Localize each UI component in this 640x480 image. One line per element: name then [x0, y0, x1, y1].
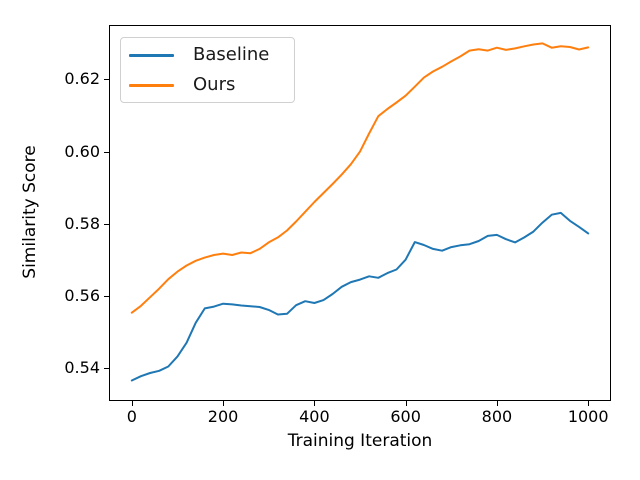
y-tick-label: 0.60	[64, 141, 100, 161]
y-axis-ticks	[104, 79, 110, 369]
legend: Baseline Ours	[120, 37, 295, 103]
x-tick-label: 1000	[567, 407, 609, 426]
x-axis-label: Training Iteration	[287, 431, 433, 451]
ours-swatch-line	[129, 83, 174, 87]
x-tick-label: 800	[481, 407, 513, 426]
ours-series-line	[130, 42, 590, 314]
x-tick-label: 0	[126, 407, 137, 426]
y-tick-label: 0.54	[64, 357, 100, 377]
legend-label-ours: Ours	[193, 74, 236, 95]
legend-entry-ours: Ours	[129, 75, 294, 95]
y-tick-label: 0.62	[64, 69, 100, 89]
x-axis-ticks	[132, 400, 589, 406]
x-tick-label: 600	[390, 407, 421, 426]
legend-entry-baseline: Baseline	[129, 45, 294, 65]
y-axis-label: Similarity Score	[20, 145, 40, 279]
plot-frame	[109, 25, 611, 401]
baseline-series-line	[130, 211, 590, 382]
y-tick-label: 0.58	[64, 213, 100, 233]
x-tick-label: 400	[299, 407, 330, 426]
y-tick-label: 0.56	[64, 285, 100, 305]
x-tick-label: 200	[207, 407, 239, 426]
baseline-swatch-line	[129, 53, 174, 57]
legend-label-baseline: Baseline	[193, 44, 270, 65]
